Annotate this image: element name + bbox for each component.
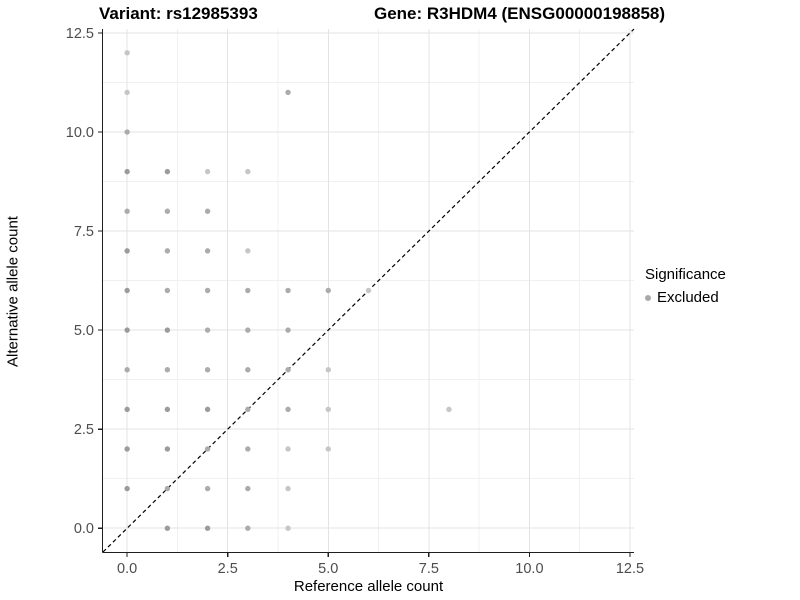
scatter-point bbox=[325, 406, 331, 413]
scatter-point bbox=[285, 367, 291, 373]
scatter-point bbox=[204, 208, 211, 214]
scatter-point bbox=[325, 446, 331, 452]
scatter-point bbox=[124, 248, 130, 254]
legend: Significance Excluded bbox=[645, 266, 726, 306]
legend-title: Significance bbox=[645, 266, 726, 283]
scatter-point bbox=[164, 287, 171, 294]
scatter-point bbox=[124, 446, 130, 452]
scatter-point bbox=[124, 327, 130, 333]
scatter-point bbox=[245, 287, 251, 294]
scatter-point bbox=[245, 168, 251, 175]
y-tick-label: 5.0 bbox=[74, 323, 94, 339]
scatter-point bbox=[204, 485, 211, 492]
scatter-point bbox=[164, 485, 171, 492]
scatter-point bbox=[124, 168, 130, 175]
scatter-point bbox=[325, 287, 331, 294]
scatter-point bbox=[164, 367, 171, 373]
scatter-point bbox=[245, 406, 251, 413]
scatter-point bbox=[164, 208, 171, 214]
scatter-point bbox=[285, 446, 291, 452]
scatter-point bbox=[204, 248, 211, 254]
scatter-point bbox=[285, 525, 291, 531]
scatter-point bbox=[164, 525, 171, 531]
scatter-point bbox=[245, 248, 251, 254]
y-tick-label: 2.5 bbox=[74, 422, 94, 438]
scatter-point bbox=[285, 485, 291, 492]
scatter-point bbox=[245, 485, 251, 492]
scatter-point bbox=[204, 327, 211, 333]
x-axis-title: Reference allele count bbox=[293, 578, 444, 595]
scatter-point bbox=[365, 287, 372, 294]
y-tick-label: 10.0 bbox=[66, 125, 94, 141]
scatter-point bbox=[124, 367, 130, 373]
x-tick-label: 5.0 bbox=[318, 561, 338, 577]
scatter-point bbox=[124, 89, 130, 96]
scatter-point bbox=[285, 406, 291, 413]
x-tick-label: 2.5 bbox=[218, 561, 238, 577]
scatter-point bbox=[204, 287, 211, 294]
y-tick-label: 12.5 bbox=[66, 26, 94, 42]
scatter-point bbox=[204, 406, 211, 413]
y-axis-title: Alternative allele count bbox=[4, 216, 22, 367]
scatter-point bbox=[285, 287, 291, 294]
scatter-point bbox=[164, 327, 171, 333]
scatter-point bbox=[204, 367, 211, 373]
scatter-point bbox=[164, 168, 171, 175]
legend-item-label: Excluded bbox=[657, 289, 719, 306]
x-tick-label: 0.0 bbox=[117, 561, 137, 577]
scatter-point bbox=[285, 89, 291, 96]
scatter-point bbox=[204, 446, 211, 452]
scatter-point bbox=[245, 525, 251, 531]
plot-title-variant: Variant: rs12985393 bbox=[99, 4, 258, 23]
scatter-point bbox=[245, 446, 251, 452]
plot-title-gene: Gene: R3HDM4 (ENSG00000198858) bbox=[374, 4, 666, 23]
y-tick-label: 7.5 bbox=[74, 224, 94, 240]
scatter-point bbox=[124, 208, 130, 214]
scatter-point bbox=[446, 406, 452, 413]
legend-item-excluded: Excluded bbox=[645, 289, 726, 306]
scatter-point bbox=[164, 446, 171, 452]
scatter-point bbox=[124, 287, 130, 294]
x-tick-label: 7.5 bbox=[419, 561, 439, 577]
scatter-point bbox=[124, 50, 130, 56]
y-tick-label: 0.0 bbox=[74, 521, 94, 537]
scatter-point bbox=[285, 327, 291, 333]
legend-point-swatch bbox=[645, 294, 651, 301]
scatter-point bbox=[245, 327, 251, 333]
x-tick-label: 10.0 bbox=[515, 561, 543, 577]
scatter-point bbox=[124, 129, 130, 135]
scatter-point bbox=[245, 367, 251, 373]
scatter-point bbox=[204, 168, 211, 175]
scatter-point bbox=[164, 406, 171, 413]
scatter-point bbox=[124, 406, 130, 413]
scatter-point bbox=[124, 485, 130, 492]
scatter-point bbox=[204, 525, 211, 531]
scatter-point bbox=[164, 248, 171, 254]
scatter-point bbox=[325, 367, 331, 373]
x-tick-label: 12.5 bbox=[616, 561, 644, 577]
